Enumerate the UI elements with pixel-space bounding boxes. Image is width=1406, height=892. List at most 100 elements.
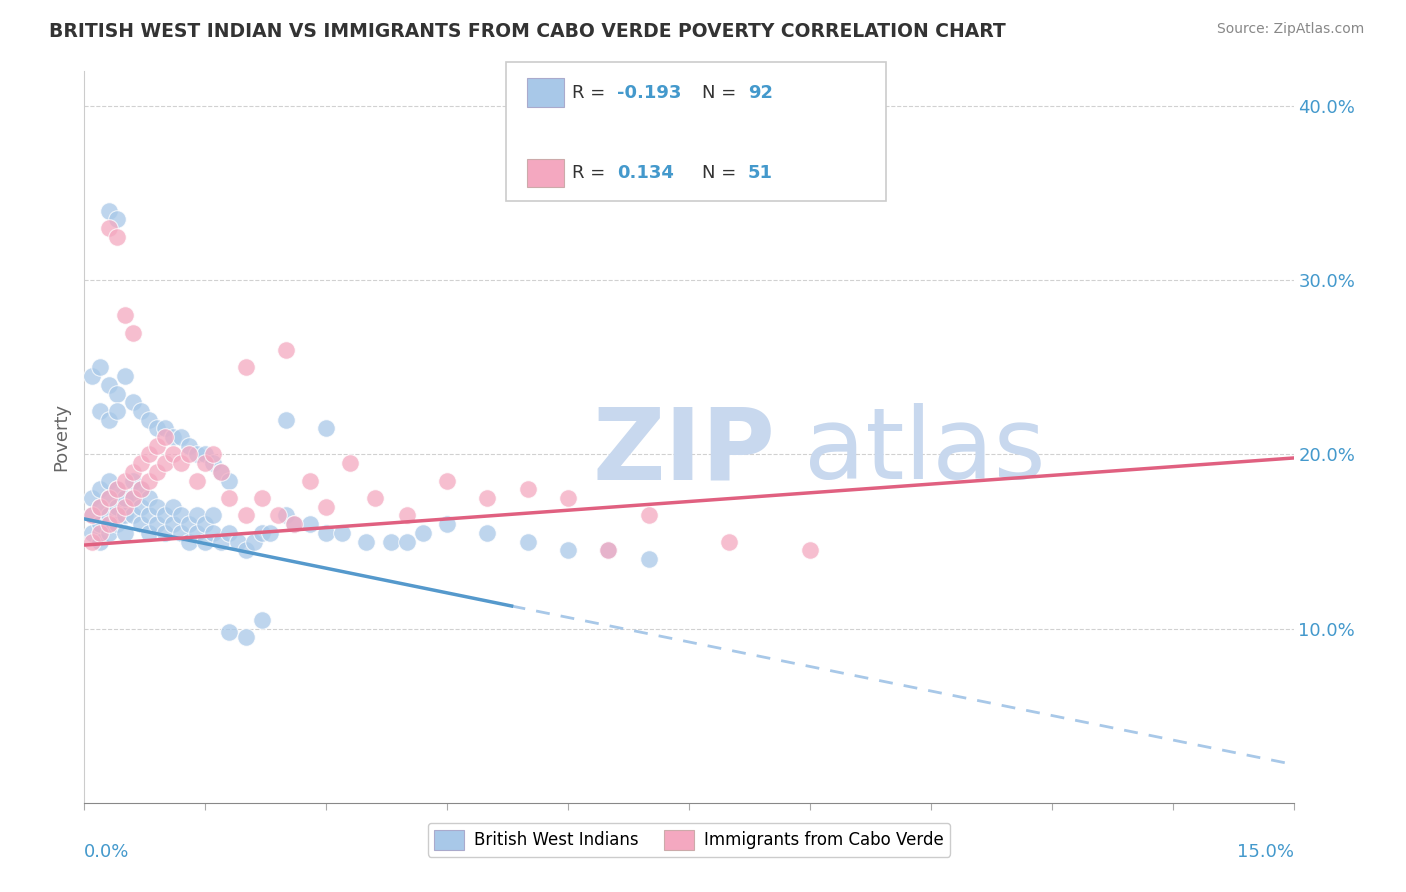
Point: [97, 377, 120, 392]
Point: [97, 517, 120, 532]
Point: [97, 412, 120, 426]
Point: [202, 508, 225, 523]
Point: [105, 508, 128, 523]
Point: [138, 412, 160, 426]
Point: [114, 525, 136, 540]
Point: [274, 343, 297, 357]
Point: [179, 534, 201, 549]
Point: [218, 625, 240, 640]
Point: [557, 543, 579, 558]
Point: [218, 525, 240, 540]
Point: [179, 448, 201, 462]
Point: [202, 448, 225, 462]
Point: [89, 500, 111, 514]
Point: [121, 326, 143, 340]
Point: [162, 517, 184, 532]
Text: Source: ZipAtlas.com: Source: ZipAtlas.com: [1216, 22, 1364, 37]
Text: N =: N =: [702, 164, 741, 182]
Point: [477, 525, 499, 540]
Point: [129, 483, 152, 497]
Point: [250, 491, 273, 505]
Point: [218, 474, 240, 488]
Point: [162, 500, 184, 514]
Point: [194, 534, 217, 549]
Point: [162, 448, 184, 462]
Point: [412, 525, 434, 540]
Point: [186, 448, 208, 462]
Point: [138, 525, 160, 540]
Point: [718, 534, 741, 549]
Legend: British West Indians, Immigrants from Cabo Verde: British West Indians, Immigrants from Ca…: [427, 823, 950, 856]
Point: [209, 465, 232, 479]
Point: [637, 508, 659, 523]
Point: [129, 500, 152, 514]
Point: [121, 508, 143, 523]
Point: [114, 308, 136, 322]
Point: [283, 517, 305, 532]
Point: [146, 517, 169, 532]
Point: [97, 491, 120, 505]
Point: [105, 483, 128, 497]
Point: [89, 517, 111, 532]
Point: [395, 508, 418, 523]
Point: [598, 543, 620, 558]
Point: [97, 525, 120, 540]
Point: [315, 525, 337, 540]
Point: [114, 508, 136, 523]
Point: [274, 412, 297, 426]
Point: [436, 474, 458, 488]
Point: [162, 430, 184, 444]
Point: [82, 508, 104, 523]
Point: [799, 543, 821, 558]
Point: [598, 543, 620, 558]
Point: [330, 525, 353, 540]
Point: [235, 543, 257, 558]
Point: [218, 491, 240, 505]
Point: [179, 517, 201, 532]
Point: [121, 491, 143, 505]
Point: [363, 491, 385, 505]
Text: atlas: atlas: [804, 403, 1046, 500]
Text: 15.0%: 15.0%: [1236, 843, 1294, 861]
Point: [129, 483, 152, 497]
Point: [105, 517, 128, 532]
Text: N =: N =: [702, 84, 741, 102]
Point: [82, 525, 104, 540]
Point: [97, 221, 120, 235]
Point: [202, 525, 225, 540]
Point: [153, 508, 176, 523]
Point: [395, 534, 418, 549]
Point: [235, 631, 257, 645]
Point: [121, 395, 143, 409]
Point: [89, 525, 111, 540]
Point: [235, 508, 257, 523]
Point: [129, 456, 152, 470]
Point: [186, 474, 208, 488]
Point: [242, 534, 264, 549]
Point: [557, 491, 579, 505]
Point: [105, 404, 128, 418]
Text: BRITISH WEST INDIAN VS IMMIGRANTS FROM CABO VERDE POVERTY CORRELATION CHART: BRITISH WEST INDIAN VS IMMIGRANTS FROM C…: [49, 22, 1005, 41]
Point: [146, 465, 169, 479]
Text: 0.134: 0.134: [617, 164, 673, 182]
Point: [105, 386, 128, 401]
Point: [82, 508, 104, 523]
Point: [82, 491, 104, 505]
Point: [89, 500, 111, 514]
Point: [146, 500, 169, 514]
Point: [315, 500, 337, 514]
Point: [153, 456, 176, 470]
Point: [97, 203, 120, 218]
Point: [146, 439, 169, 453]
Point: [339, 456, 361, 470]
Point: [105, 212, 128, 227]
Point: [209, 465, 232, 479]
Point: [114, 474, 136, 488]
Point: [194, 456, 217, 470]
Point: [299, 474, 322, 488]
Point: [186, 525, 208, 540]
Point: [226, 534, 249, 549]
Point: [516, 534, 538, 549]
Point: [105, 483, 128, 497]
Point: [89, 360, 111, 375]
